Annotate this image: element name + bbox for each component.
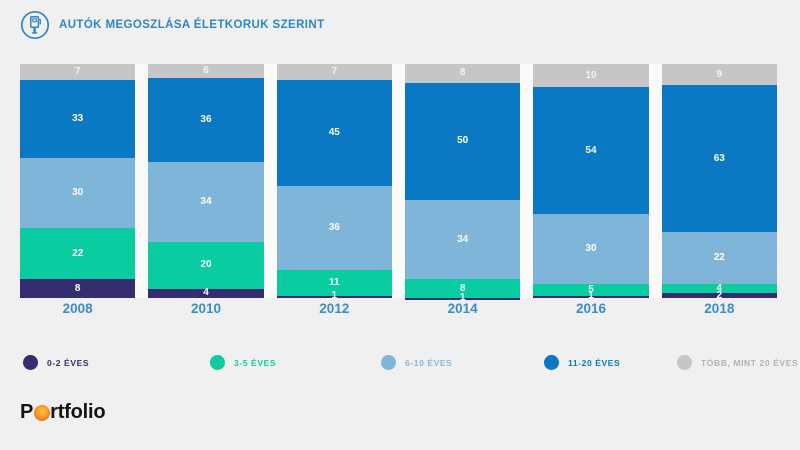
portfolio-logo: P rtfolio	[20, 401, 106, 424]
segment-value-label: 20	[200, 259, 212, 271]
legend-label: TÖBB, MINT 20 ÉVES	[701, 357, 799, 368]
legend-item-t-bb-mint-20-ves: TÖBB, MINT 20 ÉVES	[677, 355, 798, 370]
logo-text-rest: rtfolio	[50, 401, 106, 423]
segment-t-bb-mint-20-ves-2008	[20, 64, 136, 81]
segment-value-label: 10	[585, 69, 597, 81]
segment-value-label: 11	[329, 276, 340, 288]
segment-0-2-ves-2014	[405, 298, 521, 301]
segment-value-label: 45	[328, 127, 340, 139]
segment-value-label: 36	[200, 114, 212, 126]
segment-value-label: 8	[74, 282, 81, 294]
legend-dot-icon	[23, 355, 38, 370]
x-axis-label-2016: 2016	[575, 301, 607, 316]
bar-2016: 10 54 30 5 1	[533, 64, 649, 301]
segment-value-label: 22	[72, 247, 84, 259]
segment-value-label: 7	[331, 66, 338, 78]
segment-0-2-ves-2012	[276, 295, 392, 298]
segment-t-bb-mint-20-ves-2010	[148, 64, 264, 79]
bar-2018: 9 63 22 4 2	[661, 64, 777, 301]
segment-3-5-ves-2014	[405, 279, 521, 298]
fuel-pump-icon	[20, 10, 50, 40]
segment-3-5-ves-2016	[533, 283, 649, 296]
segment-t-bb-mint-20-ves-2012	[276, 64, 392, 81]
segment-value-label: 50	[457, 135, 469, 147]
segment-t-bb-mint-20-ves-2014	[405, 64, 521, 83]
segment-value-label: 8	[459, 282, 466, 294]
legend-dot-icon	[381, 355, 396, 370]
segment-0-2-ves-2018	[661, 293, 777, 298]
segment-3-5-ves-2010	[148, 241, 264, 289]
bar-2012: 7 45 36 11 1	[276, 64, 392, 301]
segment-11-20-ves-2014	[405, 82, 521, 200]
segment-6-10-ves-2010	[148, 162, 264, 242]
segment-value-label: 4	[203, 287, 209, 299]
segment-value-label: 33	[72, 112, 84, 124]
segment-11-20-ves-2016	[533, 87, 649, 214]
legend-item-0-2-ves: 0-2 ÉVES	[23, 355, 89, 370]
logo-orange-dot-icon	[33, 405, 50, 421]
segment-value-label: 22	[713, 252, 725, 264]
bar-2014: 8 50 34 8 1	[405, 64, 521, 303]
bar-2010: 6 36 34 20 4	[148, 64, 264, 299]
legend-label: 6-10 ÉVES	[405, 357, 453, 368]
segment-value-label: 8	[459, 67, 466, 79]
legend: 0-2 ÉVES 3-5 ÉVES 6-10 ÉVES 11-20 ÉVES TÖBB,…	[20, 355, 798, 373]
segment-6-10-ves-2018	[661, 232, 777, 284]
legend-item-6-10-ves: 6-10 ÉVES	[381, 355, 452, 370]
x-axis-label-2008: 2008	[62, 301, 93, 316]
segment-value-label: 9	[716, 68, 723, 80]
segment-0-2-ves-2010	[148, 288, 264, 298]
segment-3-5-ves-2018	[661, 283, 777, 294]
bar-2008: 7 33 30 22 8	[20, 64, 136, 298]
segment-t-bb-mint-20-ves-2016	[533, 64, 649, 88]
segment-3-5-ves-2012	[276, 269, 392, 296]
legend-item-3-5-ves: 3-5 ÉVES	[210, 355, 276, 370]
x-axis-label-2012: 2012	[319, 301, 350, 316]
legend-dot-icon	[677, 355, 692, 370]
segment-value-label: 34	[200, 196, 212, 208]
legend-label: 0-2 ÉVES	[47, 357, 90, 368]
segment-11-20-ves-2012	[276, 80, 392, 186]
legend-label: 11-20 ÉVES	[568, 357, 621, 368]
segment-value-label: 54	[585, 144, 597, 156]
x-axis-label-2014: 2014	[447, 301, 478, 316]
segment-value-label: 1	[331, 290, 338, 301]
segment-value-label: 4	[716, 282, 723, 294]
segment-0-2-ves-2016	[533, 295, 649, 298]
legend-dot-icon	[544, 355, 559, 370]
segment-value-label: 1	[588, 290, 594, 301]
header: AUTÓK MEGOSZLÁSA ÉLETKORUK SZERINT	[20, 10, 325, 40]
segment-6-10-ves-2014	[405, 199, 521, 280]
segment-11-20-ves-2018	[661, 85, 777, 233]
segment-11-20-ves-2008	[20, 80, 136, 158]
segment-11-20-ves-2010	[148, 78, 264, 163]
legend-dot-icon	[210, 355, 225, 370]
segment-3-5-ves-2008	[20, 227, 136, 280]
segment-6-10-ves-2012	[276, 185, 392, 270]
segment-6-10-ves-2008	[20, 157, 136, 228]
segment-value-label: 34	[457, 233, 469, 245]
plot-area: 7 33 30 22 8 6 36 34 20 4 7 45 36 11 1 8 50 34 8 1 10 54 30 5 1 9…	[20, 64, 777, 303]
x-axis-label-2010: 2010	[190, 301, 222, 316]
segment-t-bb-mint-20-ves-2018	[661, 64, 777, 86]
segment-value-label: 1	[459, 292, 466, 304]
segment-value-label: 5	[588, 283, 594, 295]
segment-value-label: 30	[72, 186, 84, 198]
chart-title: AUTÓK MEGOSZLÁSA ÉLETKORUK SZERINT	[59, 19, 325, 31]
x-axis: 2008 2010 2012 2014 2016 2018	[20, 298, 777, 320]
segment-6-10-ves-2016	[533, 213, 649, 284]
segment-value-label: 6	[203, 65, 209, 77]
segment-value-label: 36	[328, 221, 340, 233]
x-axis-label-2018: 2018	[704, 301, 735, 316]
segment-value-label: 2	[716, 289, 723, 301]
segment-0-2-ves-2008	[20, 279, 136, 298]
segment-value-label: 7	[74, 66, 81, 78]
legend-label: 3-5 ÉVES	[234, 357, 277, 368]
segment-value-label: 63	[713, 152, 725, 164]
legend-item-11-20-ves: 11-20 ÉVES	[544, 355, 620, 370]
logo-text-p: P	[20, 401, 34, 423]
segment-value-label: 30	[585, 242, 597, 254]
